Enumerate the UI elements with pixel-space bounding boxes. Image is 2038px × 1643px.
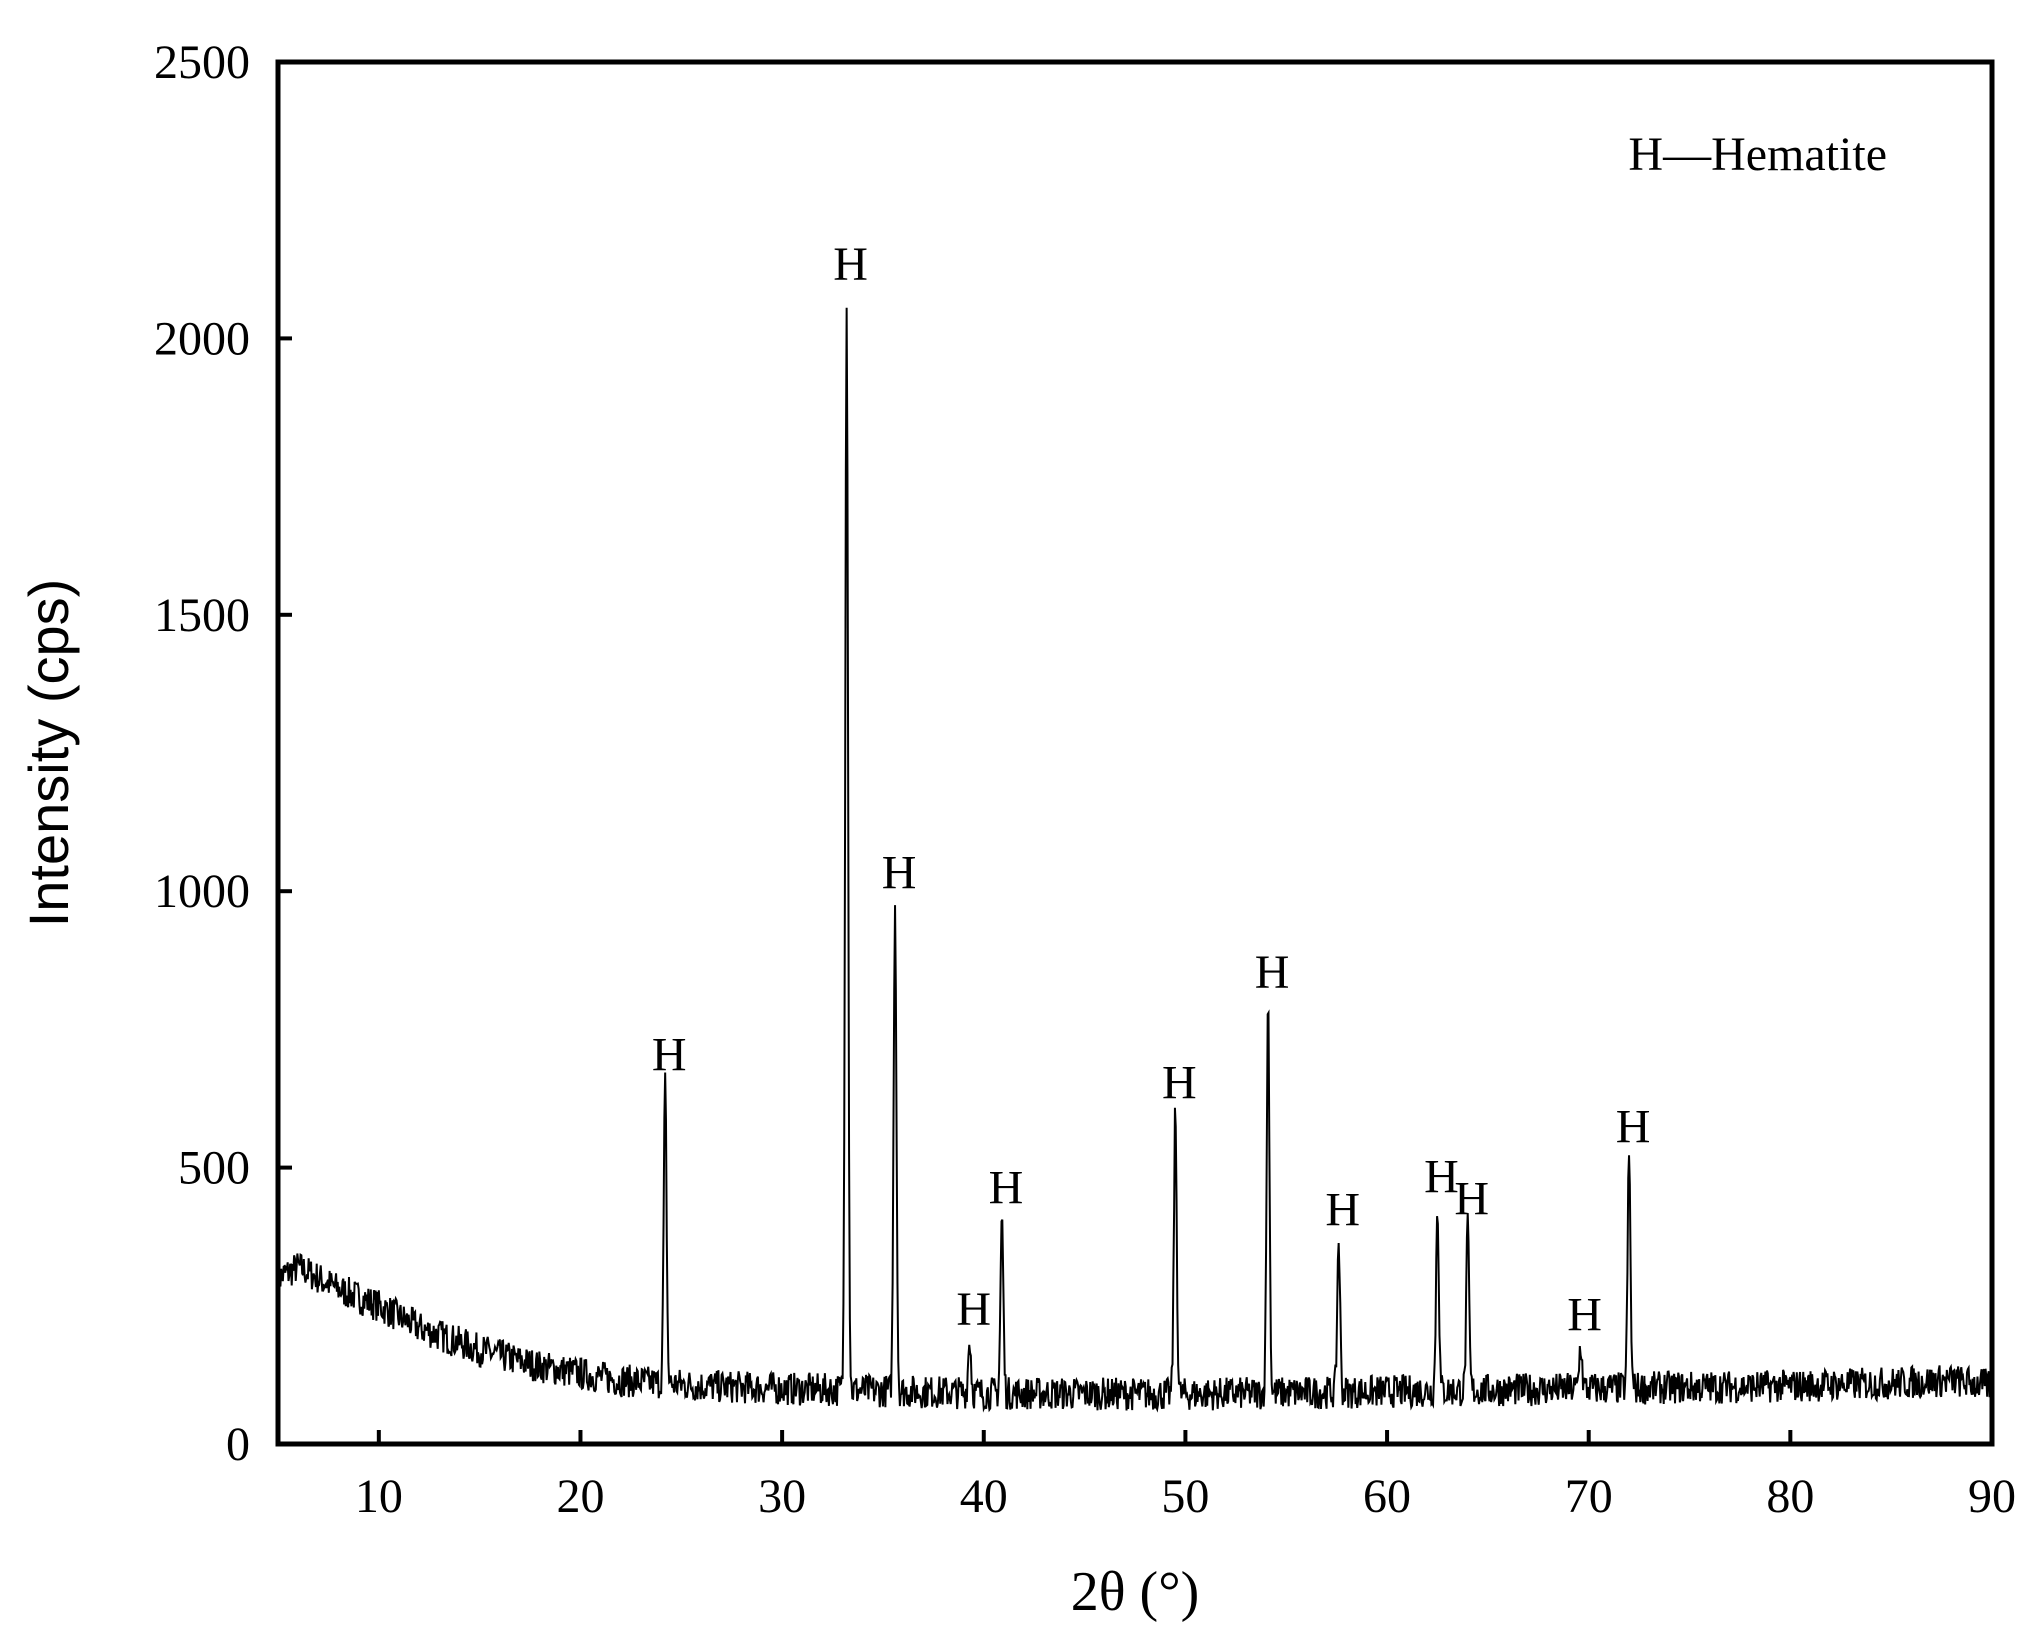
x-axis-label: 2θ (°): [1071, 1561, 1200, 1623]
x-tick-label: 70: [1565, 1470, 1613, 1523]
x-tick-label: 30: [758, 1470, 806, 1523]
y-tick-label: 500: [178, 1142, 250, 1195]
legend-label: H—Hematite: [1628, 128, 1887, 181]
plot-area: [275, 59, 1995, 1447]
peak-label: H: [833, 238, 868, 291]
plot-frame: [275, 59, 1995, 1447]
peak-label: H: [1567, 1288, 1602, 1341]
y-axis: 0 500 1000 1500 2000 2500: [154, 36, 292, 1471]
peak-label: H: [652, 1029, 687, 1082]
x-axis: 10 20 30 40 50 60 70 80 90: [355, 1430, 2016, 1523]
x-tick-label: 80: [1766, 1470, 1814, 1523]
y-tick-label: 1000: [154, 865, 250, 918]
y-tick-label: 2500: [154, 36, 250, 89]
peak-label: H: [882, 846, 917, 899]
x-tick-label: 50: [1161, 1470, 1209, 1523]
peak-label: H: [956, 1283, 991, 1336]
x-tick-label: 90: [1968, 1470, 2016, 1523]
y-axis-label: Intensity (cps): [17, 579, 80, 928]
x-tick-label: 40: [960, 1470, 1008, 1523]
x-tick-label: 20: [556, 1470, 604, 1523]
peak-label: H: [989, 1161, 1024, 1214]
peak-label: H: [1325, 1183, 1360, 1236]
y-tick-label: 0: [226, 1418, 250, 1471]
peak-label: H: [1255, 946, 1290, 999]
peak-label: H: [1454, 1172, 1489, 1225]
peak-label: H: [1162, 1056, 1197, 1109]
x-tick-label: 10: [355, 1470, 403, 1523]
x-tick-label: 60: [1363, 1470, 1411, 1523]
peak-label: H: [1424, 1150, 1459, 1203]
y-tick-label: 2000: [154, 312, 250, 365]
peak-label: H: [1616, 1101, 1651, 1154]
xrd-pattern-line: [277, 307, 1993, 1413]
y-tick-label: 1500: [154, 589, 250, 642]
